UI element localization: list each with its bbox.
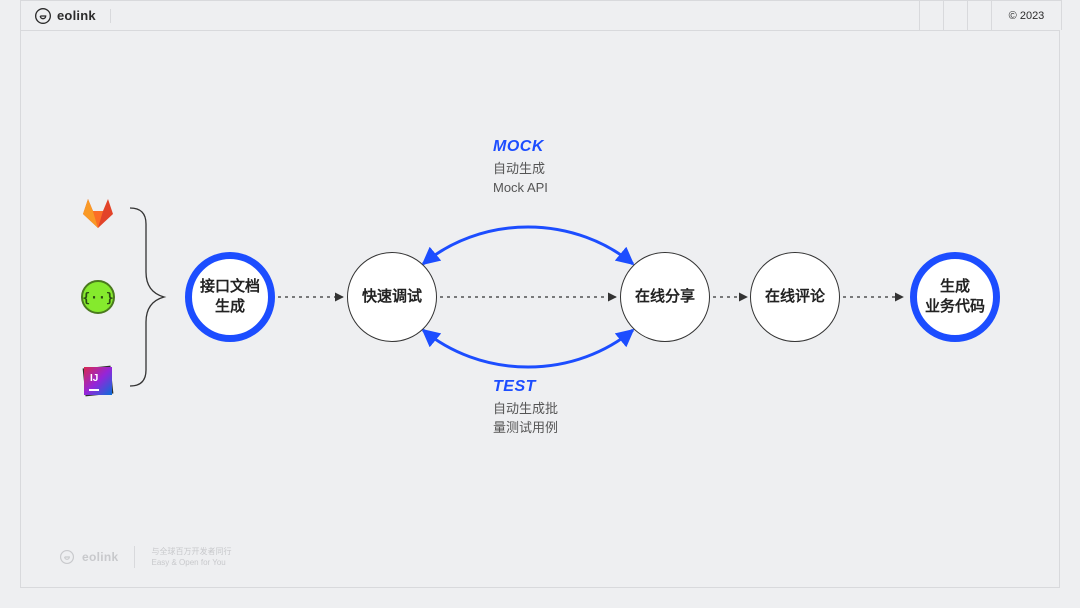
input-brace (130, 208, 164, 386)
footer-tagline: 与全球百万开发者同行 Easy & Open for You (151, 546, 231, 568)
footer-separator (134, 546, 135, 568)
loop-top-title: MOCK (493, 138, 548, 156)
diagram-stage: 接口文档 生成 快速调试 在线分享 在线评论 生成 业务代码 MOCK 自动生成… (0, 0, 1080, 608)
intellij-icon: IJ (80, 363, 116, 399)
footer-logo-icon (60, 550, 74, 564)
loop-bottom-title: TEST (493, 378, 558, 396)
loop-bottom-arc (423, 330, 633, 367)
node-doc-gen: 接口文档 生成 (185, 252, 275, 342)
node-code-gen: 生成 业务代码 (910, 252, 1000, 342)
svg-text:{··}: {··} (82, 291, 113, 306)
node-share-label: 在线分享 (635, 287, 695, 307)
node-code-gen-label: 生成 业务代码 (925, 277, 985, 318)
footer-brand: eolink 与全球百万开发者同行 Easy & Open for You (60, 546, 231, 568)
footer-tagline-2: Easy & Open for You (151, 558, 225, 567)
loop-top-arc (423, 227, 633, 264)
swagger-icon: {··} (80, 279, 116, 315)
svg-text:IJ: IJ (90, 373, 98, 384)
loop-top-desc: 自动生成 Mock API (493, 160, 548, 198)
loop-bottom-desc: 自动生成批 量测试用例 (493, 400, 558, 438)
node-review-label: 在线评论 (765, 287, 825, 307)
node-share: 在线分享 (620, 252, 710, 342)
node-debug: 快速调试 (347, 252, 437, 342)
footer-brand-text: eolink (82, 550, 118, 564)
node-debug-label: 快速调试 (362, 287, 422, 307)
footer-tagline-1: 与全球百万开发者同行 (151, 547, 231, 556)
node-review: 在线评论 (750, 252, 840, 342)
gitlab-icon (80, 195, 116, 231)
node-doc-gen-label: 接口文档 生成 (200, 277, 260, 318)
loop-bottom-label: TEST 自动生成批 量测试用例 (493, 378, 558, 438)
loop-top-label: MOCK 自动生成 Mock API (493, 138, 548, 198)
